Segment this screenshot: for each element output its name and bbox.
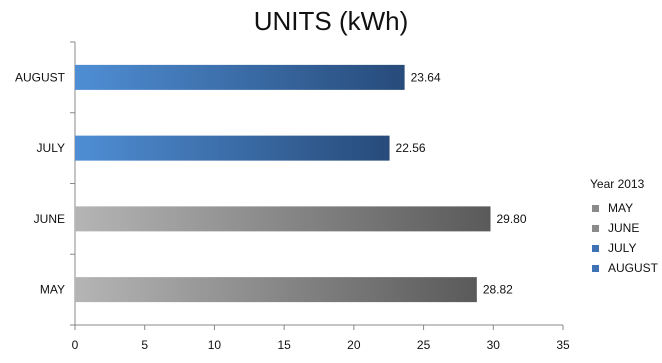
y-tick-label-june: JUNE: [34, 212, 65, 226]
y-tick-label-may: MAY: [40, 283, 65, 297]
bar-june: [75, 206, 491, 232]
legend-swatch-july: [592, 244, 599, 252]
x-tick-label: 15: [277, 338, 291, 352]
legend-item-august: AUGUST: [590, 258, 658, 278]
legend-label-july: JULY: [608, 241, 637, 255]
data-label-august: 23.64: [411, 70, 441, 84]
legend-item-june: JUNE: [590, 218, 658, 238]
y-tick-label-july: JULY: [37, 141, 65, 155]
legend-swatch-august: [592, 264, 599, 272]
x-tick-label: 20: [347, 338, 361, 352]
bar-july: [75, 135, 390, 161]
data-label-july: 22.56: [396, 141, 426, 155]
bar-august: [75, 64, 405, 90]
legend-title: Year 2013: [590, 177, 645, 191]
data-label-june: 29.80: [496, 212, 526, 226]
legend-label-may: MAY: [608, 201, 634, 215]
chart-title: UNITS (kWh): [253, 6, 409, 36]
x-tick-label: 35: [556, 338, 570, 352]
legend: Year 2013 MAY JUNE JULY AUGUST: [590, 177, 658, 278]
legend-swatch-may: [592, 204, 599, 212]
legend-item-july: JULY: [590, 238, 658, 258]
y-tick-label-august: AUGUST: [15, 70, 66, 84]
legend-label-june: JUNE: [608, 221, 640, 235]
x-tick-label: 10: [208, 338, 222, 352]
bar-may: [75, 277, 477, 303]
legend-label-august: AUGUST: [608, 261, 659, 275]
data-label-may: 28.82: [483, 283, 513, 297]
x-tick-label: 30: [487, 338, 501, 352]
x-tick-label: 25: [417, 338, 431, 352]
x-tick-label: 5: [141, 338, 148, 352]
legend-item-may: MAY: [590, 198, 658, 218]
legend-swatch-june: [592, 224, 599, 232]
x-tick-label: 0: [72, 338, 79, 352]
